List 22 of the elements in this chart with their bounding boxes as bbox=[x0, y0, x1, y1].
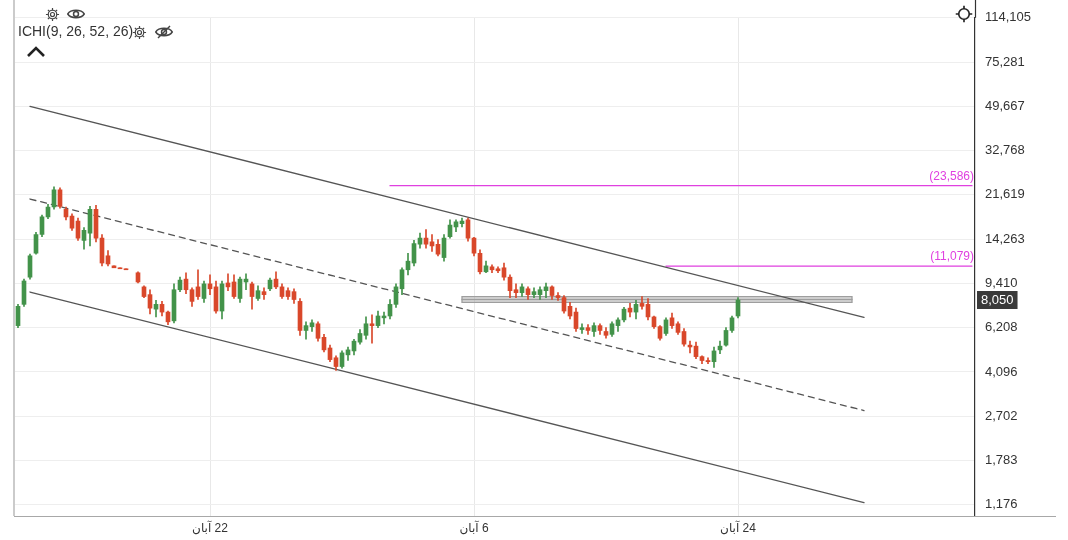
y-tick-label: 1,176 bbox=[985, 496, 1018, 512]
y-tick-label: 75,281 bbox=[985, 53, 1025, 69]
y-tick-label: 1,783 bbox=[985, 452, 1018, 468]
annotation: 8,050 bbox=[981, 291, 1014, 307]
annotation: ICHI(9, 26, 52, 26) bbox=[18, 22, 134, 39]
y-tick-label: 9,410 bbox=[985, 275, 1018, 291]
y-tick-label: 21,619 bbox=[985, 186, 1025, 202]
x-tick-label: 22 آبان bbox=[192, 519, 229, 535]
y-tick-label: 14,263 bbox=[985, 230, 1025, 246]
candlestick bbox=[123, 268, 129, 271]
y-tick-label: 49,667 bbox=[985, 97, 1025, 113]
x-tick-label: 6 آبان bbox=[459, 519, 489, 535]
candlestick bbox=[117, 267, 123, 270]
x-tick-label: 24 آبان bbox=[720, 519, 757, 535]
y-tick-label: 114,105 bbox=[985, 9, 1032, 25]
series-label: (11,079) bbox=[930, 249, 974, 264]
series-label: (23,586) bbox=[929, 168, 974, 183]
y-tick-label: 32,768 bbox=[985, 142, 1025, 158]
y-tick-label: 4,096 bbox=[985, 363, 1018, 379]
candlestick bbox=[111, 265, 117, 269]
y-tick-label: 6,208 bbox=[985, 319, 1018, 335]
y-tick-label: 2,702 bbox=[985, 407, 1018, 423]
